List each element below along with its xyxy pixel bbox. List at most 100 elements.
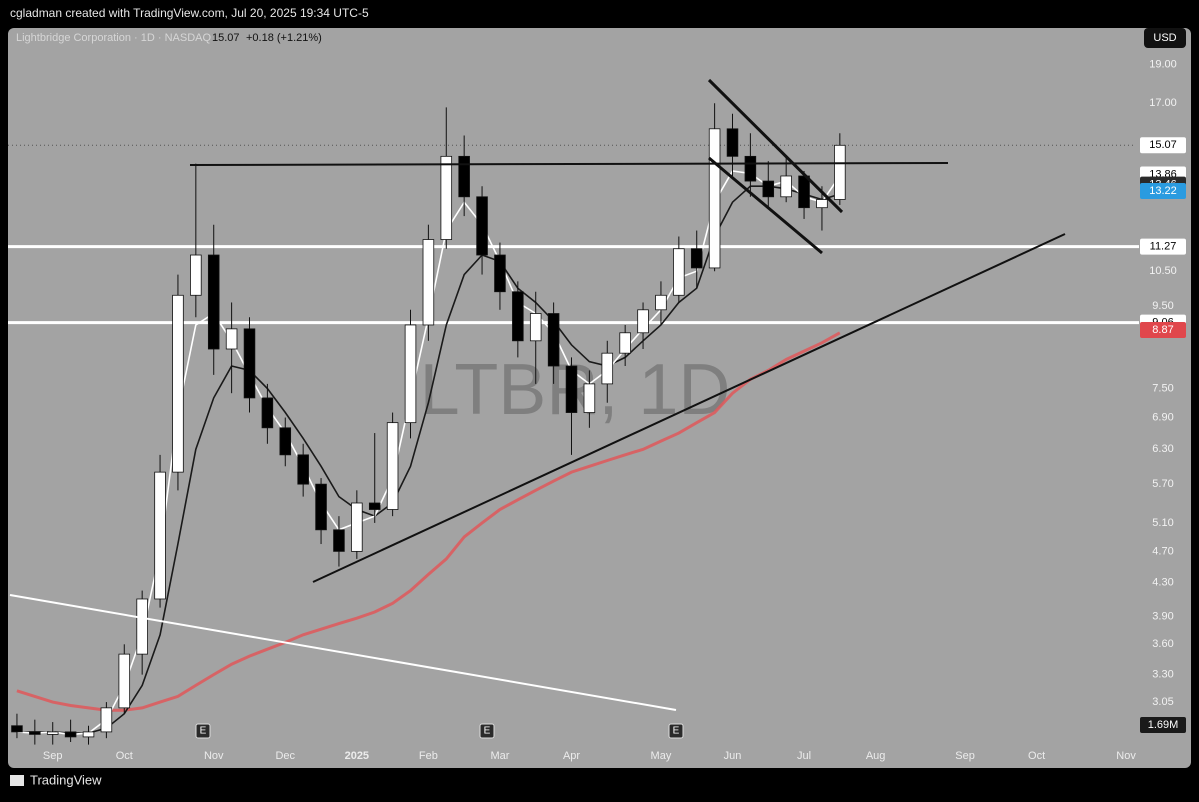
candle-body [565,365,578,413]
price-badge-label: 8.87 [1152,324,1173,336]
y-tick-label: 7.50 [1152,382,1173,394]
candle-body [386,422,399,510]
candle-body [601,352,614,385]
candle-body [834,144,846,200]
candle-body [512,291,524,342]
currency-label[interactable]: USD [1153,32,1176,44]
resistance-line [189,162,949,166]
candle-body [637,309,649,334]
y-tick-label: 5.70 [1152,478,1173,490]
earnings-label[interactable]: E [673,726,680,737]
candle-body [708,128,721,269]
candle-body [351,502,363,552]
candle-body [726,128,739,157]
price-badge [1140,137,1186,154]
candle-body [816,199,828,209]
candle-body [172,294,184,473]
volume-label: 1.69M [1148,719,1179,731]
moving-average [16,331,841,712]
candle-body [82,731,95,738]
y-tick-label: 17.00 [1149,97,1177,109]
candle-body [368,502,381,510]
candle-body [798,175,810,209]
moving-average [16,185,841,734]
candle-body [476,196,488,256]
candle-body [494,254,506,293]
earnings-box[interactable] [668,723,684,739]
candle-body [440,155,453,240]
x-tick-label: Mar [490,750,509,762]
candle-body [243,328,256,399]
candle-body [583,383,596,413]
x-tick-label: Jun [724,750,742,762]
header-text: cgladman created with TradingView.com, J… [10,6,369,20]
y-tick-label: 3.90 [1152,610,1173,622]
y-tick-label: 3.05 [1152,696,1173,708]
price-badge [1140,322,1186,339]
candle-body [529,313,542,342]
x-tick-label: Oct [1028,750,1045,762]
flag-line [707,78,844,214]
candle-body [64,731,77,738]
footer-logo [10,775,24,786]
candle-body [333,529,345,552]
price-badge-label: 11.27 [1150,240,1177,252]
earnings-label[interactable]: E [484,726,491,737]
trend-line [9,594,677,711]
y-tick-label: 4.70 [1152,545,1173,557]
candle-body [118,653,131,709]
y-tick-label: 10.50 [1149,265,1177,277]
candle-body [225,328,238,350]
earnings-label[interactable]: E [200,726,207,737]
candle-body [655,294,667,311]
symbol-title: Lightbridge Corporation · 1D · NASDAQ [16,32,211,44]
x-tick-label: Feb [419,750,438,762]
x-tick-label: Apr [563,750,580,762]
trend-line [312,233,1066,583]
candle-body [136,598,148,655]
y-tick-label: 6.30 [1152,443,1173,455]
flag-line [708,156,823,255]
candle-body [458,155,470,198]
candle-body [29,731,41,735]
candle-body [279,427,292,456]
candle-body [690,248,703,269]
x-tick-label: Jul [797,750,811,762]
y-tick-label: 19.00 [1149,58,1177,70]
x-tick-label: Sep [955,750,975,762]
candle-body [261,397,274,429]
drawings [9,78,1066,711]
y-tick-label: 3.60 [1152,638,1173,650]
y-tick-label: 4.30 [1152,576,1173,588]
candle-body [315,483,327,531]
x-tick-label: 2025 [345,750,369,762]
price-badge [1140,238,1186,255]
candle-body [422,239,435,326]
currency-button[interactable] [1144,28,1186,48]
earnings-markers: E E E [195,723,684,739]
candle-body [780,175,792,198]
x-tick-label: Oct [116,750,133,762]
footer-brand: TradingView [30,772,102,787]
y-tick-label: 9.50 [1152,300,1173,312]
y-tick-label: 6.90 [1152,411,1173,423]
x-tick-label: Dec [275,750,295,762]
candle-body [762,180,775,198]
candle-body [100,707,113,733]
chart-pane [8,28,1191,768]
price-badge-label: 15.07 [1149,139,1177,151]
x-tick-label: Aug [866,750,886,762]
candle-body [207,254,220,350]
earnings-box[interactable] [195,723,211,739]
candle-body [619,332,631,354]
earnings-box[interactable] [479,723,495,739]
candle-body [190,254,202,296]
y-tick-label: 3.30 [1152,669,1173,681]
candle-body [46,731,59,735]
candle-body [404,324,417,424]
volume-badge [1140,717,1186,733]
candle-body [547,313,560,367]
candle-body [744,155,757,182]
